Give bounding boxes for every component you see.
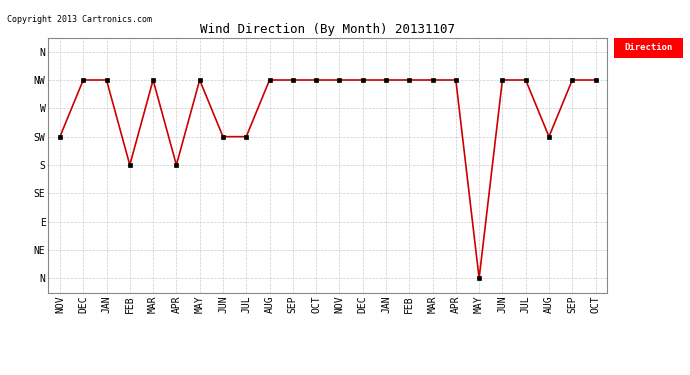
Title: Wind Direction (By Month) 20131107: Wind Direction (By Month) 20131107 [200,23,455,36]
Text: Copyright 2013 Cartronics.com: Copyright 2013 Cartronics.com [7,15,152,24]
Text: Direction: Direction [624,44,673,52]
